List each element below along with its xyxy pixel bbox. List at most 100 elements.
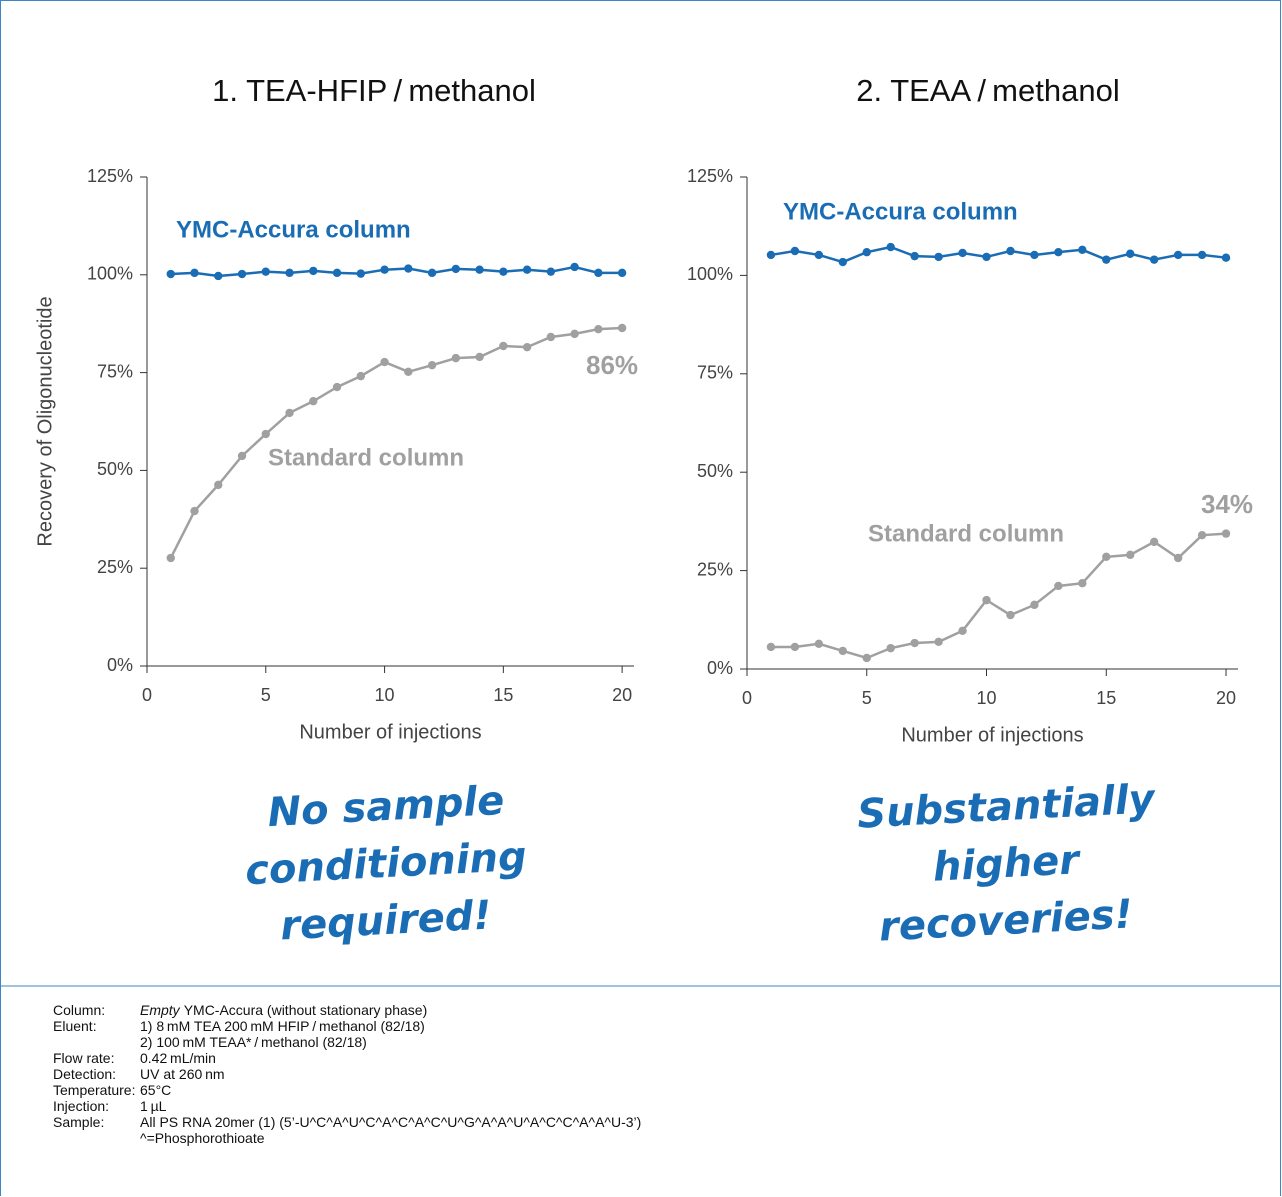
data-point xyxy=(499,341,508,351)
y-tick-label: 50% xyxy=(97,459,133,479)
data-point xyxy=(814,250,824,260)
data-point xyxy=(356,269,366,278)
data-point xyxy=(1197,530,1207,540)
data-point xyxy=(910,251,919,261)
data-point xyxy=(309,266,318,276)
note-text: ^=Phosphorothioate xyxy=(140,1130,265,1146)
callout: No sample xyxy=(266,778,505,836)
note-row: Column: Empty YMC-Accura (without stationa… xyxy=(53,1002,641,1018)
series-line xyxy=(169,326,623,559)
data-point xyxy=(499,267,508,276)
data-point xyxy=(814,639,824,649)
data-point xyxy=(261,429,270,439)
x-tick-label: 10 xyxy=(375,685,395,705)
data-point xyxy=(1006,246,1015,256)
x-tick-label: 0 xyxy=(742,688,752,708)
y-tick-label: 100% xyxy=(687,264,733,284)
data-point xyxy=(546,332,556,342)
y-tick-label: 125% xyxy=(687,166,733,186)
series-label: Standard column xyxy=(268,444,464,471)
note-label: Injection: xyxy=(53,1098,110,1114)
data-point xyxy=(380,357,389,367)
data-point xyxy=(166,553,175,563)
y-tick-label: 75% xyxy=(697,363,733,383)
note-row: Temperature: 65°C xyxy=(53,1082,641,1098)
data-point xyxy=(910,638,919,648)
note-row: Flow rate: 0.42 mL/min xyxy=(53,1050,641,1066)
data-point xyxy=(617,323,627,333)
end-label: 86% xyxy=(586,350,638,380)
note-row: Eluent: 1) 8 mM TEA 200 mM HFIP / methano… xyxy=(53,1018,641,1034)
data-point xyxy=(1173,553,1183,563)
data-point xyxy=(1221,529,1231,538)
note-value: ^=Phosphorothioate xyxy=(140,1130,265,1146)
note-value: 0.42 mL/min xyxy=(140,1050,216,1066)
callout: required! xyxy=(279,893,493,950)
data-point xyxy=(790,642,800,652)
conditions: Column: Empty YMC-Accura (without stationa… xyxy=(53,1002,641,1146)
x-tick-label: 10 xyxy=(976,688,996,708)
y-tick-label: 75% xyxy=(97,361,133,381)
data-point xyxy=(1054,247,1063,257)
data-point xyxy=(1102,255,1111,264)
note-label: Flow rate: xyxy=(53,1050,115,1066)
data-point xyxy=(261,267,270,276)
x-tick-label: 20 xyxy=(612,685,632,705)
data-point xyxy=(570,329,579,339)
data-point xyxy=(617,268,627,278)
data-point xyxy=(1149,537,1159,547)
x-tick-label: 20 xyxy=(1216,688,1236,708)
data-point xyxy=(404,264,413,273)
series-line xyxy=(770,532,1227,660)
note-value: All PS RNA 20mer (1) (5’-U^C^A^U^C^A^C^A… xyxy=(140,1114,641,1130)
data-point xyxy=(451,264,461,274)
data-point xyxy=(982,595,991,605)
data-point xyxy=(862,653,871,663)
y-tick-label: 0% xyxy=(107,655,133,675)
data-point xyxy=(237,451,247,461)
data-point xyxy=(332,268,342,278)
data-point xyxy=(475,352,484,362)
note-value: Empty YMC-Accura (without stationary phas… xyxy=(140,1002,427,1018)
end-label: 34% xyxy=(1201,489,1253,519)
data-point xyxy=(451,353,461,363)
note-row: 2) 100 mM TEAA* / methanol (82/18) xyxy=(53,1034,641,1050)
note-emphasis: Empty xyxy=(140,1002,180,1018)
data-point xyxy=(1221,253,1231,262)
data-point xyxy=(958,626,967,636)
note-label-space xyxy=(53,1034,140,1050)
data-point xyxy=(214,480,223,490)
data-point xyxy=(982,252,991,262)
note-text: 0.42 mL/min xyxy=(140,1050,216,1066)
note-value: 65°C xyxy=(140,1082,171,1098)
note-text: All PS RNA 20mer (1) (5’-U^C^A^U^C^A^C^A… xyxy=(140,1114,642,1130)
data-point xyxy=(934,252,943,262)
callout: higher xyxy=(932,837,1083,891)
data-point xyxy=(1030,600,1039,610)
note-row: Sample: All PS RNA 20mer (1) (5’-U^C^A^U^… xyxy=(53,1114,641,1130)
data-point xyxy=(790,246,800,256)
data-point xyxy=(838,257,848,267)
data-point xyxy=(886,242,895,252)
data-point xyxy=(594,268,603,278)
x-axis-label: Number of injections xyxy=(901,724,1083,746)
note-label: Eluent: xyxy=(53,1018,97,1034)
data-point xyxy=(546,267,556,276)
data-point xyxy=(214,271,223,281)
data-point xyxy=(190,268,199,278)
note-row: Detection: UV at 260 nm xyxy=(53,1066,641,1082)
x-axis-label: Number of injections xyxy=(299,721,481,743)
data-point xyxy=(958,248,967,258)
data-point xyxy=(1102,552,1111,562)
data-point xyxy=(404,367,413,377)
note-value: 1 µL xyxy=(140,1098,166,1114)
data-point xyxy=(1078,578,1087,588)
note-value: 2) 100 mM TEAA* / methanol (82/18) xyxy=(140,1034,367,1050)
data-point xyxy=(237,269,247,279)
data-point xyxy=(285,408,294,418)
note-value: UV at 260 nm xyxy=(140,1066,225,1082)
note-text: 1 µL xyxy=(140,1098,167,1114)
data-point xyxy=(1173,250,1183,260)
data-point xyxy=(522,265,532,274)
